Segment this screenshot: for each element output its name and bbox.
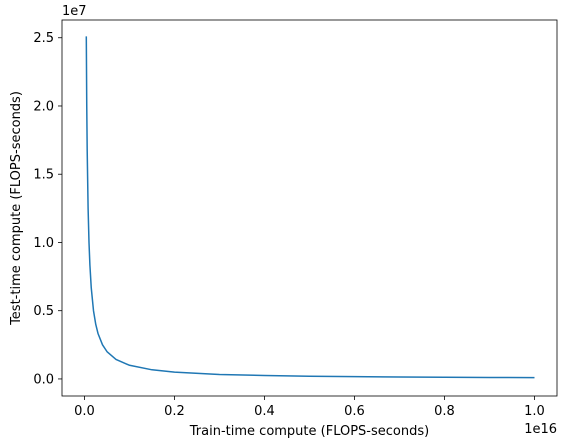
x-tick-label: 1.0 <box>524 404 545 419</box>
x-offset-label: 1e16 <box>524 422 557 437</box>
x-tick-label: 0.4 <box>254 404 275 419</box>
series-line-0 <box>85 36 535 379</box>
x-axis-label: Train-time compute (FLOPS-seconds) <box>189 424 429 439</box>
x-axis-ticks: 0.0 0.2 0.4 0.6 0.8 1.0 <box>74 396 545 419</box>
y-axis-ticks: 0.0 0.5 1.0 1.5 2.0 2.5 <box>33 31 62 387</box>
y-tick-label: 0.5 <box>33 304 54 319</box>
y-tick-label: 0.0 <box>33 372 54 387</box>
y-offset-label: 1e7 <box>62 4 87 19</box>
series-layer <box>85 36 535 379</box>
x-tick-label: 0.0 <box>74 404 95 419</box>
y-tick-label: 2.5 <box>33 31 54 46</box>
y-axis-label: Test-time compute (FLOPS-seconds) <box>9 91 24 326</box>
y-tick-label: 1.0 <box>33 236 54 251</box>
x-tick-label: 0.8 <box>434 404 455 419</box>
x-tick-label: 0.2 <box>164 404 185 419</box>
y-tick-label: 1.5 <box>33 168 54 183</box>
x-tick-label: 0.6 <box>344 404 365 419</box>
plot-area <box>62 20 557 396</box>
y-tick-label: 2.0 <box>33 99 54 114</box>
plot-frame <box>61 19 558 397</box>
